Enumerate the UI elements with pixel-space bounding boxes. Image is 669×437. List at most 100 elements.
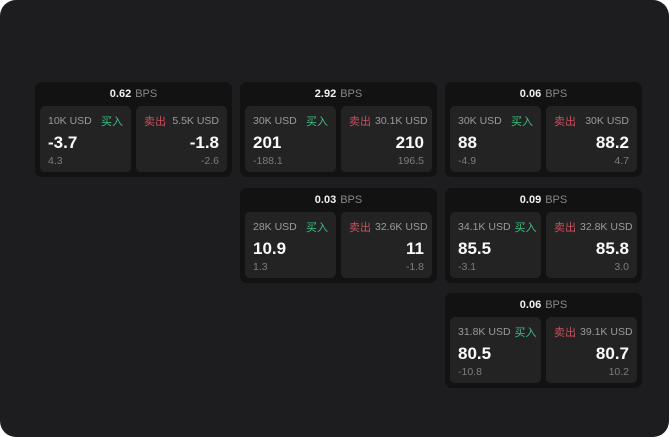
sell-panel[interactable]: 卖出 39.1K USD 80.7 10.2: [546, 317, 637, 383]
sell-panel-top: 卖出 32.8K USD: [554, 219, 633, 235]
bps-value: 0.09: [519, 194, 542, 206]
buy-delta: -10.8: [458, 365, 482, 378]
sell-price: 11: [406, 238, 424, 258]
buy-delta: 4.3: [48, 154, 63, 167]
buy-panel[interactable]: 31.8K USD 买入 80.5 -10.8: [450, 317, 541, 383]
bps-value: 0.06: [519, 299, 542, 311]
buy-amount: 30K USD: [253, 115, 297, 127]
sell-panel[interactable]: 卖出 5.5K USD -1.8 -2.6: [136, 106, 227, 172]
buy-panel[interactable]: 34.1K USD 买入 85.5 -3.1: [450, 212, 541, 278]
sell-price: 80.7: [595, 343, 629, 363]
buy-price: 80.5: [458, 343, 492, 363]
sell-price: 210: [395, 132, 424, 152]
sell-price: 88.2: [595, 132, 629, 152]
buy-delta: 1.3: [253, 260, 268, 273]
buy-panel[interactable]: 28K USD 买入 10.9 1.3: [245, 212, 336, 278]
sell-tag: 卖出: [349, 116, 371, 128]
quote-card: 2.92 BPS 30K USD 买入 201 -188.1 卖出 30.1K …: [240, 82, 437, 177]
card-header: 0.06 BPS: [445, 293, 642, 317]
sell-tag: 卖出: [554, 116, 576, 128]
buy-price: 88: [458, 132, 477, 152]
buy-amount: 34.1K USD: [458, 221, 511, 233]
card-body: 28K USD 买入 10.9 1.3 卖出 32.6K USD 11 -1.8: [240, 212, 437, 283]
buy-panel-top: 28K USD 买入: [253, 219, 328, 235]
sell-delta: 196.5: [397, 154, 424, 167]
card-body: 30K USD 买入 88 -4.9 卖出 30K USD 88.2 4.7: [445, 106, 642, 177]
card-body: 34.1K USD 买入 85.5 -3.1 卖出 32.8K USD 85.8…: [445, 212, 642, 283]
sell-panel[interactable]: 卖出 32.6K USD 11 -1.8: [341, 212, 432, 278]
card-body: 31.8K USD 买入 80.5 -10.8 卖出 39.1K USD 80.…: [445, 317, 642, 388]
sell-panel-top: 卖出 39.1K USD: [554, 324, 633, 340]
bps-suffix: BPS: [545, 88, 568, 100]
buy-panel[interactable]: 30K USD 买入 88 -4.9: [450, 106, 541, 172]
sell-panel[interactable]: 卖出 30K USD 88.2 4.7: [546, 106, 637, 172]
sell-delta: -1.8: [405, 260, 424, 273]
sell-delta: 10.2: [608, 365, 629, 378]
buy-amount: 28K USD: [253, 221, 297, 233]
sell-amount: 32.8K USD: [580, 221, 633, 233]
sell-tag: 卖出: [554, 222, 576, 234]
bps-suffix: BPS: [340, 194, 363, 206]
sell-delta: -2.6: [200, 154, 219, 167]
quote-card: 0.03 BPS 28K USD 买入 10.9 1.3 卖出 32.6K US…: [240, 188, 437, 283]
card-header: 0.03 BPS: [240, 188, 437, 212]
sell-amount: 30.1K USD: [375, 115, 428, 127]
buy-price: 85.5: [458, 238, 492, 258]
sell-tag: 卖出: [349, 222, 371, 234]
sell-panel-top: 卖出 5.5K USD: [144, 113, 219, 129]
sell-panel[interactable]: 卖出 30.1K USD 210 196.5: [341, 106, 432, 172]
buy-price: 10.9: [253, 238, 287, 258]
sell-panel-top: 卖出 30K USD: [554, 113, 629, 129]
bps-value: 2.92: [314, 88, 337, 100]
sell-tag: 卖出: [554, 327, 576, 339]
buy-amount: 30K USD: [458, 115, 502, 127]
bps-suffix: BPS: [340, 88, 363, 100]
buy-tag: 买入: [101, 116, 123, 128]
sell-delta: 4.7: [614, 154, 629, 167]
bps-suffix: BPS: [545, 299, 568, 311]
buy-tag: 买入: [514, 222, 537, 234]
card-header: 0.62 BPS: [35, 82, 232, 106]
buy-panel-top: 30K USD 买入: [458, 113, 533, 129]
card-body: 10K USD 买入 -3.7 4.3 卖出 5.5K USD -1.8 -2.…: [35, 106, 232, 177]
buy-panel-top: 10K USD 买入: [48, 113, 123, 129]
sell-price: -1.8: [189, 132, 219, 152]
card-body: 30K USD 买入 201 -188.1 卖出 30.1K USD 210 1…: [240, 106, 437, 177]
sell-delta: 3.0: [614, 260, 629, 273]
sell-amount: 32.6K USD: [375, 221, 428, 233]
bps-value: 0.62: [109, 88, 132, 100]
card-header: 2.92 BPS: [240, 82, 437, 106]
buy-panel[interactable]: 10K USD 买入 -3.7 4.3: [40, 106, 131, 172]
buy-delta: -188.1: [253, 154, 283, 167]
sell-amount: 39.1K USD: [580, 326, 633, 338]
bps-value: 0.03: [314, 194, 337, 206]
sell-panel-top: 卖出 30.1K USD: [349, 113, 428, 129]
buy-tag: 买入: [306, 116, 328, 128]
quote-card: 0.62 BPS 10K USD 买入 -3.7 4.3 卖出 5.5K USD…: [35, 82, 232, 177]
bps-value: 0.06: [519, 88, 542, 100]
card-header: 0.09 BPS: [445, 188, 642, 212]
sell-panel-top: 卖出 32.6K USD: [349, 219, 428, 235]
sell-price: 85.8: [595, 238, 629, 258]
buy-panel-top: 30K USD 买入: [253, 113, 328, 129]
buy-amount: 10K USD: [48, 115, 92, 127]
quote-card: 0.09 BPS 34.1K USD 买入 85.5 -3.1 卖出 32.8K…: [445, 188, 642, 283]
buy-delta: -3.1: [458, 260, 477, 273]
sell-amount: 30K USD: [585, 115, 629, 127]
bps-suffix: BPS: [135, 88, 158, 100]
sell-tag: 卖出: [144, 116, 166, 128]
buy-amount: 31.8K USD: [458, 326, 511, 338]
buy-delta: -4.9: [458, 154, 477, 167]
buy-tag: 买入: [511, 116, 533, 128]
bps-suffix: BPS: [545, 194, 568, 206]
buy-price: 201: [253, 132, 282, 152]
buy-tag: 买入: [514, 327, 537, 339]
buy-panel[interactable]: 30K USD 买入 201 -188.1: [245, 106, 336, 172]
sell-panel[interactable]: 卖出 32.8K USD 85.8 3.0: [546, 212, 637, 278]
buy-price: -3.7: [48, 132, 78, 152]
sell-amount: 5.5K USD: [172, 115, 219, 127]
quote-card: 0.06 BPS 31.8K USD 买入 80.5 -10.8 卖出 39.1…: [445, 293, 642, 388]
buy-tag: 买入: [306, 222, 328, 234]
quote-card: 0.06 BPS 30K USD 买入 88 -4.9 卖出 30K USD 8…: [445, 82, 642, 177]
